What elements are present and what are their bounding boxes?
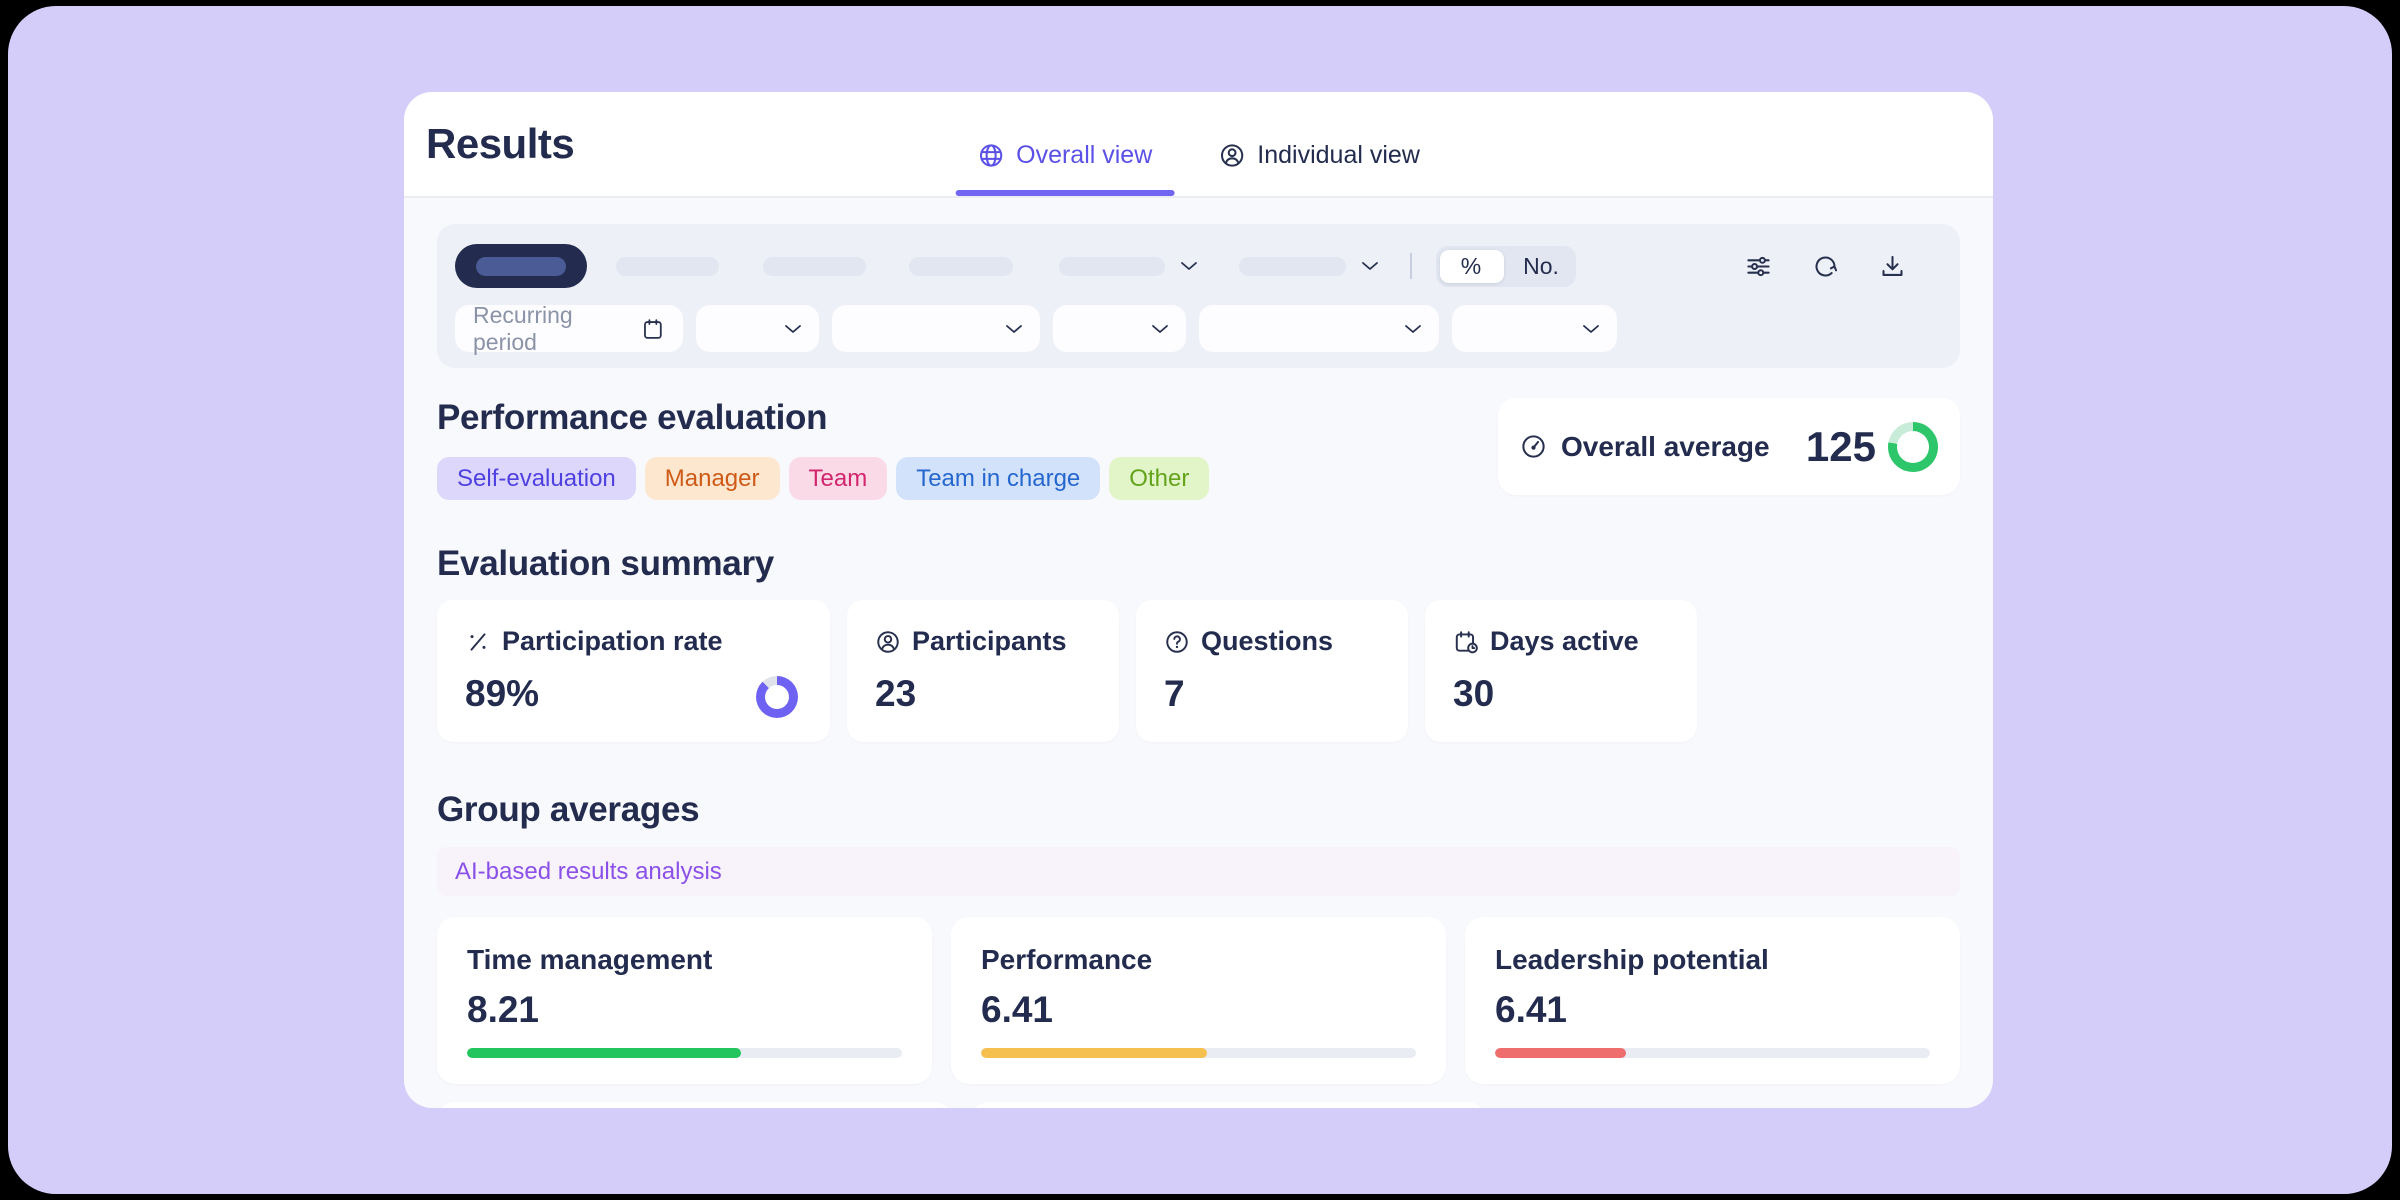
overall-average-label: Overall average [1561,430,1770,462]
toggle-knob [1440,249,1504,283]
recurring-period-picker[interactable]: Recurring period [455,302,683,355]
toolbar-icons [1745,253,1942,280]
overall-average-card: Overall average 125 [1498,398,1960,495]
tab-label: Individual view [1257,141,1420,169]
app-background: Results Overall view [8,6,2392,1194]
page-title: Results [426,120,575,167]
summary-cards: Participation rate 89% Participants 23 [437,600,1960,742]
chevron-down-icon [1362,262,1378,270]
time-management-card: Time management 8.21 [437,917,932,1084]
questions-card: Questions 7 [1136,600,1408,742]
skeleton-pill[interactable] [616,256,719,276]
card-label: Performance [981,944,1153,975]
chevron-down-icon [1181,262,1197,270]
performance-evaluation-section: Performance evaluation Self-evaluation M… [437,398,1960,500]
chevron-down-icon [1152,324,1168,333]
active-filter-pill[interactable] [455,244,587,288]
group-averages-heading: Group averages [437,790,700,829]
filter-dropdown[interactable] [1199,305,1439,352]
overall-average-donut [1888,421,1938,472]
tab-label: Overall view [1016,141,1153,169]
next-row-cards-clipped [437,1102,1960,1108]
filter-bar: % No. [437,224,1960,368]
performance-card: Performance 6.41 [951,917,1446,1084]
filter-row-skeleton: % No. [455,244,1942,288]
card-value: 7 [1164,673,1185,714]
card-value: 89% [465,673,540,714]
view-tabs: Overall view Individual view [955,141,1424,196]
ai-analysis-label: AI-based results analysis [455,857,722,885]
tag-team[interactable]: Team [788,457,888,500]
clipped-card [971,1102,1486,1108]
tab-overall-view[interactable]: Overall view [955,141,1175,196]
person-circle-icon [1218,142,1245,169]
card-label: Leadership potential [1495,944,1769,975]
card-value: 30 [1453,673,1495,714]
chevron-down-icon [1583,324,1599,333]
skeleton-dropdown[interactable] [1059,256,1199,276]
toggle-number[interactable]: No. [1523,252,1559,279]
chevron-down-icon [1405,324,1421,333]
clipped-card [437,1102,952,1108]
calendar-clock-icon [1455,630,1478,653]
tag-self-evaluation[interactable]: Self-evaluation [437,457,636,500]
tag-team-in-charge[interactable]: Team in charge [896,457,1101,500]
card-value: 6.41 [1495,989,1568,1030]
tab-individual-view[interactable]: Individual view [1214,141,1424,196]
filter-dropdown[interactable] [1452,305,1617,352]
tag-manager[interactable]: Manager [644,457,780,500]
participation-donut [756,676,798,718]
card-label: Participants [912,626,1067,656]
percent-icon [470,632,486,651]
question-circle-icon [1166,630,1188,653]
ai-analysis-banner[interactable]: AI-based results analysis [437,847,1960,896]
days-active-card: Days active 30 [1425,600,1697,742]
leadership-potential-card: Leadership potential 6.41 [1465,917,1960,1084]
header: Results Overall view [404,92,1993,198]
card-label: Days active [1490,626,1639,656]
card-label: Time management [467,944,713,975]
filter-dropdown[interactable] [696,305,819,352]
sliders-settings-icon[interactable] [1745,253,1772,280]
gauge-icon [1522,435,1545,458]
person-circle-icon [877,630,899,653]
progress-bar [467,1048,902,1058]
recurring-period-label: Recurring period [473,301,573,355]
card-value: 6.41 [981,989,1054,1030]
calendar-icon [644,318,662,339]
card-label: Questions [1201,626,1334,656]
card-value: 23 [875,673,917,714]
summary-heading: Evaluation summary [437,544,774,583]
filter-dropdown[interactable] [1053,305,1186,352]
progress-bar [981,1048,1416,1058]
skeleton-pill[interactable] [763,256,866,276]
divider [1410,253,1412,279]
globe-icon [977,142,1004,169]
toggle-percent[interactable]: % [1460,252,1482,279]
progress-bar [1495,1048,1930,1058]
participation-rate-card: Participation rate 89% [437,600,830,742]
group-average-cards: Time management 8.21 Performance 6.41 Le… [437,917,1960,1084]
skeleton-dropdown[interactable] [1239,256,1380,276]
card-label: Participation rate [502,626,723,656]
results-panel: Results Overall view [404,92,1993,1108]
chevron-down-icon [785,324,801,333]
download-icon[interactable] [1879,253,1906,280]
evaluator-tags: Self-evaluation Manager Team Team in cha… [437,457,1210,500]
participants-card: Participants 23 [847,600,1119,742]
overall-average-value: 125 [1805,422,1876,470]
tag-other[interactable]: Other [1109,457,1210,500]
filter-dropdown[interactable] [832,305,1040,352]
performance-heading: Performance evaluation [437,398,828,437]
filter-row-dropdowns: Recurring period [455,302,1942,355]
card-value: 8.21 [467,989,540,1030]
percent-number-toggle[interactable]: % No. [1436,245,1576,287]
chevron-down-icon [1006,324,1022,333]
skeleton-pill[interactable] [909,256,1013,276]
refresh-icon[interactable] [1812,253,1839,280]
